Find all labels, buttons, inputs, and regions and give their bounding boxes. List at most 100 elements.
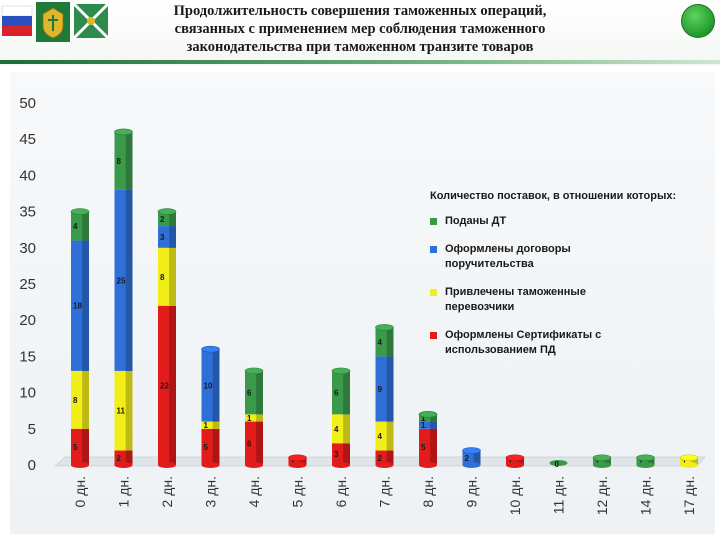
bar-segment-shade	[82, 211, 89, 241]
data-label: 9	[378, 385, 383, 394]
bar-segment-shade	[256, 414, 263, 422]
bar-segment-shade	[430, 421, 437, 429]
bar-base	[593, 462, 611, 468]
x-tick-label: 4 дн.	[246, 476, 262, 507]
bar-segment-shade	[125, 450, 133, 465]
y-tick-label: 20	[19, 312, 36, 329]
legend-swatch	[430, 218, 437, 225]
bar-segment	[680, 457, 698, 465]
bar-cap	[418, 411, 438, 418]
bar-cap	[636, 454, 655, 462]
data-label: 1	[291, 457, 296, 466]
data-label: 8	[117, 157, 122, 166]
legend-swatch	[430, 332, 437, 339]
bar-segment-shade	[169, 247, 176, 306]
y-tick-label: 10	[19, 385, 36, 402]
bar-segment-shade	[386, 450, 394, 465]
status-dot-icon	[681, 4, 715, 38]
legend-item-guarantee: Оформлены договоры поручительства	[430, 242, 715, 272]
bar-segment-shade	[430, 428, 437, 465]
x-tick-label: 3 дн.	[203, 476, 219, 507]
bar-cap	[679, 454, 699, 462]
data-label: 2	[160, 215, 165, 224]
x-tick-label: 9 дн.	[464, 476, 480, 507]
bar-segment-shade	[604, 457, 611, 465]
bar-segment-shade	[691, 457, 698, 465]
bar-segment-shade	[386, 327, 394, 357]
bar-base	[158, 462, 176, 468]
bar-segment	[419, 421, 437, 429]
bar-base	[462, 462, 481, 468]
bar-base	[71, 462, 89, 468]
bar-segment-shade	[343, 414, 350, 444]
bar-segment-shade	[517, 457, 524, 465]
page-title: Продолжительность совершения таможенных …	[125, 2, 595, 56]
bar-cap	[592, 454, 612, 462]
title-line-2: связанных с применением мер соблюдения т…	[174, 21, 546, 37]
data-label: 1	[421, 421, 426, 430]
data-label: 1	[508, 457, 513, 466]
bar-cap	[505, 454, 525, 462]
bar-segment-shade	[343, 370, 350, 415]
bar-base	[375, 462, 394, 468]
bar-segment-shade	[256, 421, 263, 465]
bar-cap	[244, 367, 264, 375]
bar-segment-shade	[430, 414, 437, 422]
customs-emblem-icon	[36, 2, 70, 42]
data-label: 4	[73, 222, 78, 231]
y-tick-label: 0	[28, 457, 36, 474]
legend-item-carriers: Привлечены таможенные перевозчики	[430, 285, 715, 315]
bar-segment-shade	[82, 370, 89, 429]
title-line-3: законодательства при таможенном транзите…	[186, 39, 534, 55]
chart-legend: Количество поставок, в отношении которых…	[430, 190, 715, 371]
x-tick-label: 0 дн.	[72, 476, 88, 507]
data-label: 18	[73, 302, 82, 311]
legend-label: Поданы ДТ	[445, 215, 507, 227]
data-label: 4	[378, 338, 383, 347]
bar-segment-shade	[386, 356, 394, 422]
data-label: 22	[160, 381, 169, 390]
data-label: 10	[204, 381, 213, 390]
data-label: 1	[204, 421, 209, 430]
customs-flag-icon	[72, 2, 110, 40]
data-label: 3	[334, 450, 339, 459]
bar-base	[332, 462, 350, 468]
empty-bar-marker	[549, 460, 568, 466]
data-label: 0	[555, 460, 560, 469]
x-tick-label: 10 дн.	[507, 476, 523, 515]
bar-segment-shade	[386, 421, 394, 451]
bar-segment	[288, 457, 307, 465]
data-label: 1	[682, 457, 687, 466]
bar-base	[506, 462, 524, 468]
y-tick-label: 35	[19, 204, 36, 221]
bar-segment-shade	[82, 240, 89, 371]
header-bar: Продолжительность совершения таможенных …	[0, 0, 720, 66]
bar-segment-shade	[212, 428, 220, 465]
y-tick-label: 30	[19, 240, 36, 257]
x-tick-label: 5 дн.	[290, 476, 306, 507]
bar-cap	[114, 128, 133, 136]
legend-label: Привлечены таможенные перевозчики	[445, 286, 586, 313]
data-label: 1	[247, 414, 252, 423]
bar-segment-shade	[82, 428, 89, 465]
bar-segment	[636, 457, 655, 465]
data-label: 2	[465, 454, 470, 463]
x-tick-label: 6 дн.	[333, 476, 349, 507]
legend-swatch	[430, 246, 437, 253]
bar-segment-shade	[169, 305, 176, 465]
data-label: 25	[117, 276, 126, 285]
data-label: 4	[378, 432, 383, 441]
x-tick-label: 11 дн.	[551, 476, 567, 514]
bar-segment-shade	[473, 450, 481, 465]
data-label: 6	[334, 389, 339, 398]
bar-base	[419, 462, 437, 468]
bar-base	[288, 462, 307, 468]
title-line-1: Продолжительность совершения таможенных …	[173, 3, 547, 19]
data-label: 1	[595, 457, 600, 466]
legend-swatch	[430, 289, 437, 296]
russian-flag-icon	[1, 5, 33, 36]
bar-segment-shade	[212, 349, 220, 422]
bar-base	[201, 462, 220, 468]
header-divider	[0, 60, 720, 64]
